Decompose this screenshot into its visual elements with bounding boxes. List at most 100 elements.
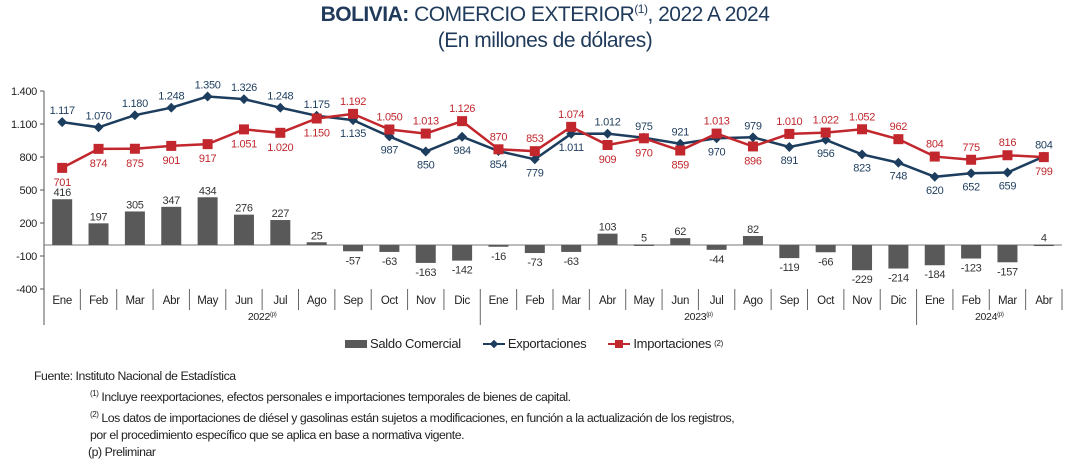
imports-point [275,127,286,138]
x-tick-label: Abr [163,295,180,307]
imports-label: 970 [635,147,653,159]
imports-label: 1.051 [231,138,257,150]
exports-point [893,157,904,168]
imports-label: 859 [672,160,690,172]
exports-point [966,168,977,179]
imports-label: 1.010 [776,116,802,128]
footnote-text: Incluye reexportaciones, efectos persona… [98,390,571,405]
bar-label: -119 [779,262,799,274]
x-tick-label: Feb [525,295,544,307]
bar-label: -214 [888,273,909,285]
exports-point [166,102,177,113]
bar-label: 197 [90,211,108,223]
bar-saldo [270,220,291,245]
x-tick-label: Jun [235,295,253,307]
bar-label: 5 [641,232,647,244]
imports-label: 816 [999,137,1017,149]
imports-line [61,112,1044,169]
exports-label: 1.117 [50,105,75,117]
imports-point [711,128,722,139]
x-tick-label: Oct [817,295,835,307]
exports-point [275,102,286,113]
imports-point [457,116,468,127]
imports-label: 1.192 [340,96,366,108]
legend-sup: (2) [714,339,724,348]
bar-label: 62 [674,226,686,238]
bar-saldo [742,235,763,245]
exports-label: 1.011 [559,142,584,154]
y-tick-label: 800 [20,152,38,164]
bar-label: 416 [53,187,71,199]
x-tick-label: Dic [891,295,907,307]
imports-label: 1.052 [849,111,875,123]
x-tick-label: Dic [454,295,470,307]
bar-saldo [815,245,836,253]
exports-line [62,95,1045,179]
title-years: , 2022 A 2024 [647,3,770,26]
imports-label: 1.013 [413,116,439,128]
imports-label: 1.150 [304,128,330,140]
legend-exports: Exportaciones [482,336,587,351]
imports-point [929,151,940,162]
source-note: Fuente: Instituto Nacional de Estadístic… [34,369,236,383]
bar-label: 276 [235,203,253,215]
y-tick-label: 1.400 [11,86,37,98]
bar-label: -73 [527,257,542,269]
legend-balance: Saldo Comercial [345,336,461,351]
x-tick-label: Mar [562,295,581,307]
legend: Saldo Comercial Exportaciones Importacio… [345,336,723,351]
bar-saldo [452,245,473,261]
imports-label: 853 [526,133,544,145]
y-tick-label: 200 [20,218,38,230]
x-tick-label: Ene [52,295,72,307]
bar-label: -66 [818,256,833,268]
imports-point [202,139,213,150]
bar-saldo [233,214,254,245]
bar-saldo [343,245,364,252]
imports-label: 1.050 [376,112,402,124]
imports-point [93,143,104,154]
exports-label: 984 [453,145,471,157]
exports-point [529,154,540,165]
imports-label: 1.022 [813,115,839,127]
square-marker-icon [608,339,631,349]
x-tick-label: Mar [998,295,1017,307]
bar-label: -157 [997,266,1018,278]
year-label: 2023(p) [684,311,713,323]
imports-point [493,144,504,155]
bar-label: -184 [924,269,945,281]
bar-saldo [561,245,582,252]
imports-point [238,124,249,135]
imports-point [857,124,868,135]
bar-label: 25 [311,230,323,242]
imports-label: 799 [1035,166,1053,178]
imports-point [820,127,831,138]
imports-label: 909 [599,154,617,166]
imports-label: 870 [490,131,508,143]
bar-saldo [997,245,1018,263]
x-tick-label: Nov [416,295,436,307]
y-tick-label: -100 [16,251,37,263]
y-tick-label: -400 [16,284,37,296]
footnote-text: Los datos de importaciones de diésel y g… [98,411,735,426]
bar-saldo [852,245,873,271]
imports-point [166,140,177,151]
bar-saldo [488,245,509,247]
bar-saldo [161,206,182,245]
footnote-2: (2) Los datos de importaciones de diésel… [34,406,735,427]
year-label: 2024(p) [975,311,1004,323]
bar-saldo [415,245,436,263]
footnotes: Fuente: Instituto Nacional de Estadístic… [34,368,735,461]
footnote-1: (1) Incluye reexportaciones, efectos per… [34,385,734,406]
exports-label: 1.175 [304,99,330,111]
imports-label: 701 [53,177,71,189]
exports-label: 1.070 [86,110,112,122]
imports-label: 1.013 [704,116,730,128]
x-tick-label: Sep [780,295,800,307]
preliminary-note: (p) Preliminar [88,445,156,460]
bar-label: 103 [599,222,617,234]
x-tick-label: Abr [599,295,616,307]
footnote-2-cont: por el procedimiento específico que se a… [90,428,465,443]
x-tick-label: Ago [307,295,327,307]
exports-point [129,110,140,121]
